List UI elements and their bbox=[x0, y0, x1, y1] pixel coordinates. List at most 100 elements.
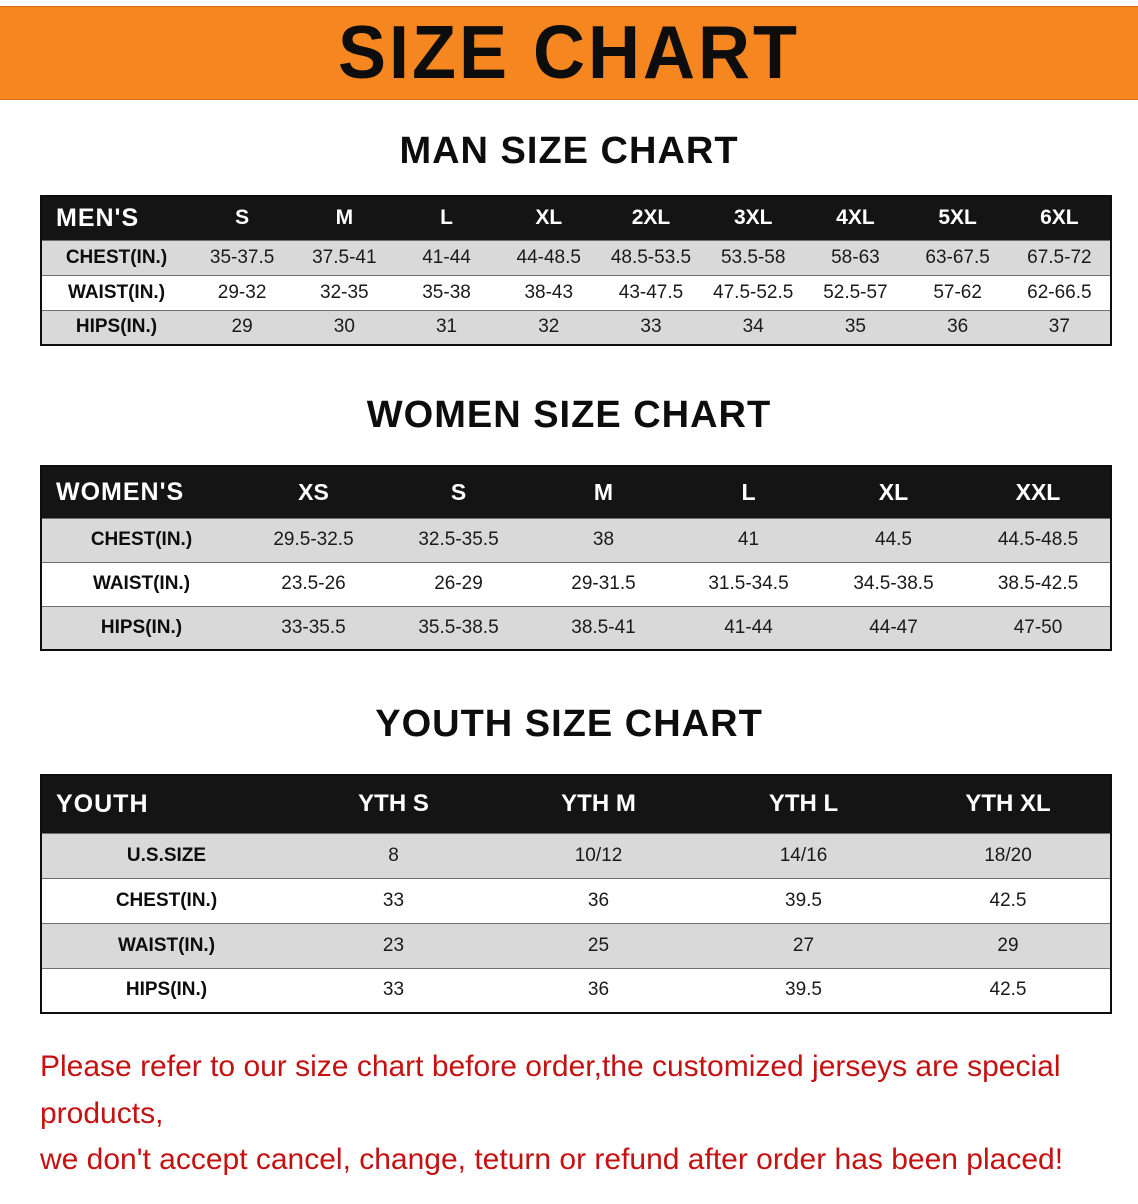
mens-table-header-row: MEN'S S M L XL 2XL 3XL 4XL 5XL 6XL bbox=[41, 196, 1111, 240]
size-cell: 31.5-34.5 bbox=[676, 561, 821, 606]
size-cell: 18/20 bbox=[906, 832, 1111, 878]
youth-size-chart-heading: YOUTH SIZE CHART bbox=[375, 703, 763, 745]
size-cell: 44-47 bbox=[821, 605, 966, 650]
column-header: L bbox=[440, 206, 453, 230]
size-cell: 53.5-58 bbox=[702, 239, 805, 275]
youth-table-label: YOUTH bbox=[56, 789, 149, 818]
column-header: XL bbox=[878, 478, 909, 505]
size-cell: 42.5 bbox=[906, 967, 1111, 1013]
table-row: WAIST(IN.) 29-32 32-35 35-38 38-43 43-47… bbox=[41, 274, 1111, 310]
row-label: CHEST(IN.) bbox=[41, 239, 191, 275]
womens-table-label: WOMEN'S bbox=[56, 477, 185, 506]
youth-size-table: YOUTH YTH S YTH M YTH L YTH XL U.S.SIZE … bbox=[40, 774, 1112, 1014]
size-cell: 36 bbox=[496, 877, 701, 923]
size-cell: 27 bbox=[701, 922, 906, 968]
size-cell: 29 bbox=[191, 309, 294, 345]
size-cell: 39.5 bbox=[701, 967, 906, 1013]
banner-title: SIZE CHART bbox=[338, 11, 800, 96]
row-label: WAIST(IN.) bbox=[41, 922, 291, 968]
table-row: WAIST(IN.) 23.5-26 26-29 29-31.5 31.5-34… bbox=[41, 561, 1111, 606]
row-label: U.S.SIZE bbox=[41, 832, 291, 878]
row-label: CHEST(IN.) bbox=[41, 877, 291, 923]
size-chart-banner: SIZE CHART bbox=[0, 6, 1138, 100]
column-header: XS bbox=[298, 478, 329, 505]
size-cell: 67.5-72 bbox=[1008, 239, 1111, 275]
column-header: 5XL bbox=[938, 206, 977, 230]
disclaimer-line-1: Please refer to our size chart before or… bbox=[40, 1050, 1061, 1130]
size-cell: 43-47.5 bbox=[599, 274, 703, 310]
size-cell: 38.5-41 bbox=[531, 605, 676, 650]
size-cell: 41-44 bbox=[395, 239, 498, 275]
size-cell: 26-29 bbox=[386, 561, 531, 606]
size-cell: 32-35 bbox=[293, 274, 396, 310]
size-cell: 33 bbox=[291, 967, 496, 1013]
column-header: S bbox=[235, 206, 250, 230]
size-cell: 36 bbox=[496, 967, 701, 1013]
column-header: M bbox=[335, 206, 354, 230]
size-cell: 10/12 bbox=[496, 832, 701, 878]
size-cell: 35.5-38.5 bbox=[386, 605, 531, 650]
column-header: S bbox=[450, 478, 467, 505]
size-cell: 37 bbox=[1008, 309, 1111, 345]
column-header: M bbox=[593, 478, 614, 505]
size-cell: 42.5 bbox=[906, 877, 1111, 923]
column-header: 4XL bbox=[836, 206, 875, 230]
disclaimer-text: Please refer to our size chart before or… bbox=[40, 1044, 1114, 1184]
size-cell: 58-63 bbox=[804, 239, 907, 275]
mens-table-label: MEN'S bbox=[56, 203, 140, 232]
size-cell: 41 bbox=[676, 517, 821, 562]
column-header: 3XL bbox=[733, 206, 773, 230]
size-cell: 29-32 bbox=[191, 274, 294, 310]
size-cell: 38.5-42.5 bbox=[966, 561, 1111, 606]
table-row: HIPS(IN.) 33 36 39.5 42.5 bbox=[41, 967, 1111, 1013]
size-cell: 31 bbox=[395, 309, 498, 345]
row-label: HIPS(IN.) bbox=[41, 605, 241, 650]
table-row: HIPS(IN.) 29 30 31 32 33 34 35 36 37 bbox=[41, 309, 1111, 345]
table-row: CHEST(IN.) 35-37.5 37.5-41 41-44 44-48.5… bbox=[41, 239, 1111, 275]
size-cell: 38 bbox=[531, 517, 676, 562]
size-cell: 48.5-53.5 bbox=[599, 239, 703, 275]
size-cell: 44.5 bbox=[821, 517, 966, 562]
size-cell: 39.5 bbox=[701, 877, 906, 923]
size-cell: 33-35.5 bbox=[241, 605, 386, 650]
size-cell: 29 bbox=[906, 922, 1111, 968]
size-cell: 14/16 bbox=[701, 832, 906, 878]
size-cell: 23.5-26 bbox=[241, 561, 386, 606]
size-cell: 57-62 bbox=[906, 274, 1009, 310]
size-cell: 35-37.5 bbox=[191, 239, 294, 275]
size-cell: 34 bbox=[702, 309, 805, 345]
size-cell: 33 bbox=[599, 309, 703, 345]
row-label: HIPS(IN.) bbox=[41, 309, 191, 345]
size-cell: 29.5-32.5 bbox=[241, 517, 386, 562]
table-row: U.S.SIZE 8 10/12 14/16 18/20 bbox=[41, 832, 1111, 878]
size-cell: 32.5-35.5 bbox=[386, 517, 531, 562]
size-cell: 33 bbox=[291, 877, 496, 923]
size-cell: 32 bbox=[497, 309, 600, 345]
size-cell: 47-50 bbox=[966, 605, 1111, 650]
column-header: XL bbox=[535, 206, 563, 230]
column-header: L bbox=[741, 478, 756, 505]
size-cell: 29-31.5 bbox=[531, 561, 676, 606]
disclaimer-line-2: we don't accept cancel, change, teturn o… bbox=[40, 1143, 1064, 1176]
column-header: YTH S bbox=[358, 790, 429, 818]
size-cell: 37.5-41 bbox=[293, 239, 396, 275]
table-row: WAIST(IN.) 23 25 27 29 bbox=[41, 922, 1111, 968]
table-row: HIPS(IN.) 33-35.5 35.5-38.5 38.5-41 41-4… bbox=[41, 605, 1111, 650]
row-label: WAIST(IN.) bbox=[41, 561, 241, 606]
size-cell: 34.5-38.5 bbox=[821, 561, 966, 606]
column-header: 2XL bbox=[631, 206, 671, 230]
size-cell: 44-48.5 bbox=[497, 239, 600, 275]
size-cell: 62-66.5 bbox=[1008, 274, 1111, 310]
row-label: HIPS(IN.) bbox=[41, 967, 291, 1013]
size-cell: 52.5-57 bbox=[804, 274, 907, 310]
size-cell: 8 bbox=[291, 832, 496, 878]
column-header: 6XL bbox=[1040, 206, 1079, 230]
table-row: CHEST(IN.) 33 36 39.5 42.5 bbox=[41, 877, 1111, 923]
womens-size-table: WOMEN'S XS S M L XL XXL CHEST(IN.) 29.5-… bbox=[40, 465, 1112, 651]
size-cell: 35 bbox=[804, 309, 907, 345]
column-header: XXL bbox=[1015, 478, 1061, 505]
row-label: CHEST(IN.) bbox=[41, 517, 241, 562]
size-cell: 41-44 bbox=[676, 605, 821, 650]
mens-size-table: MEN'S S M L XL 2XL 3XL 4XL 5XL 6XL CHEST… bbox=[40, 195, 1112, 346]
size-cell: 25 bbox=[496, 922, 701, 968]
